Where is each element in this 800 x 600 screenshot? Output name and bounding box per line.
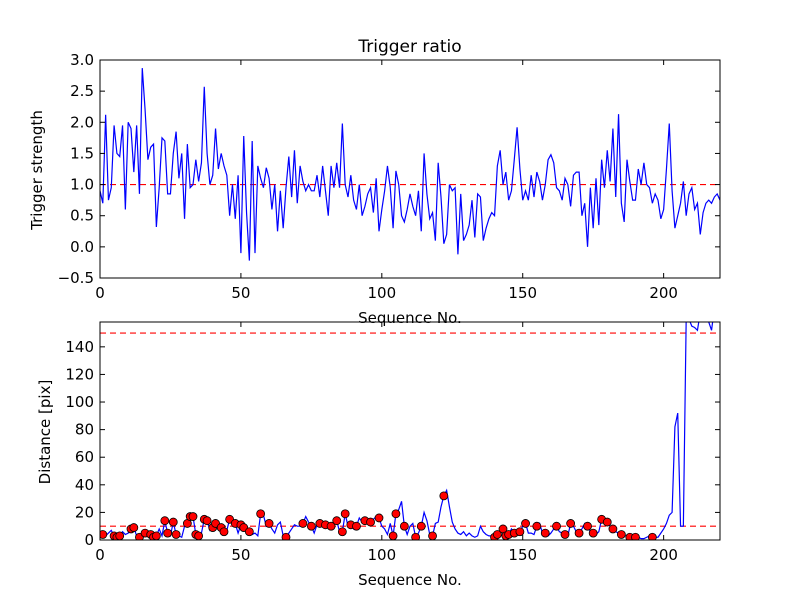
trigger-ratio-chart: Trigger ratio Sequence No. Trigger stren… [28,37,721,327]
data-point-marker [129,523,139,532]
data-point-marker [602,517,612,527]
data-point-marker [552,521,561,531]
data-point-marker [171,530,181,539]
data-point-marker [219,527,229,537]
data-point-marker [374,513,384,523]
data-point-marker [647,532,657,540]
x-tick-label: 100 [367,284,396,302]
distance-chart: Sequence No. Distance [pix] 0 50 100 150 200… [36,321,721,589]
data-point-marker [115,531,125,540]
data-point-marker [560,530,570,539]
data-point-marker [399,521,409,531]
data-point-marker [264,519,274,528]
x-tick-label: 50 [231,546,250,564]
y-tick-label: 1.5 [70,144,94,162]
y-tick-label: 2.5 [70,82,94,100]
data-point-marker [306,521,316,531]
y-tick-label: 80 [75,421,94,439]
data-point-marker [151,531,161,540]
x-tick-label: 100 [367,546,396,564]
y-tick-label: 0 [84,531,94,549]
data-point-marker [515,527,525,537]
data-point-marker [492,530,502,539]
data-point-marker [588,528,598,538]
data-point-marker [631,532,640,540]
data-point-marker [416,521,426,531]
axes-frame [99,59,721,279]
x-tick-label: 200 [649,546,678,564]
plot-area [100,68,720,261]
data-point-marker [160,516,170,526]
data-point-marker [163,528,173,538]
data-point-marker [540,528,550,538]
data-point-marker [298,519,308,528]
y-tick-label: 0.5 [70,207,94,225]
data-point-marker [532,521,542,531]
data-point-marker [366,517,375,527]
data-point-marker [188,512,198,521]
data-point-marker [256,509,266,519]
y-tick-label: 100 [65,393,94,411]
x-axis-label: Sequence No. [358,309,462,327]
y-tick-label: 3.0 [70,51,94,69]
y-tick-label: 60 [75,448,94,466]
plot-area [100,322,720,540]
data-point-marker [337,527,347,537]
y-tick-label: 1.0 [70,176,94,194]
data-point-marker [168,517,178,527]
x-axis-label: Sequence No. [358,571,462,589]
y-tick-label: 40 [75,476,94,494]
chart-title: Trigger ratio [357,37,461,57]
data-point-marker [411,532,421,540]
series-line [100,68,720,261]
x-tick-label: 200 [649,284,678,302]
x-tick-label: 150 [508,284,537,302]
data-point-marker [194,531,204,540]
data-point-marker [566,519,576,528]
data-point-marker [332,516,342,526]
data-point-marker [388,531,398,540]
y-axis-label: Distance [pix] [36,380,54,485]
data-point-marker [391,509,401,519]
axes-frame [99,321,721,541]
y-tick-label: −0.5 [58,269,94,287]
data-point-marker [608,524,618,534]
data-point-marker [428,531,437,540]
data-point-marker [340,509,350,519]
y-tick-label: 20 [75,503,94,521]
x-tick-label: 0 [95,546,105,564]
y-tick-label: 120 [65,365,94,383]
data-point-marker [352,521,361,531]
data-point-marker [583,521,592,531]
data-point-marker [439,491,449,501]
y-tick-label: 2.0 [70,113,94,131]
data-point-marker [326,521,336,531]
data-point-marker [521,519,530,528]
y-axis-label: Trigger strength [28,110,46,231]
data-point-marker [202,516,212,526]
data-point-marker [616,530,626,539]
y-tick-label: 140 [65,338,94,356]
x-tick-label: 50 [231,284,250,302]
x-tick-label: 150 [508,546,537,564]
series-line [100,322,714,540]
data-point-marker [574,528,584,538]
data-point-marker [281,532,291,540]
y-tick-label: 0.0 [70,238,94,256]
data-point-marker [244,527,254,537]
x-tick-label: 0 [95,284,105,302]
data-point-marker [100,530,108,539]
